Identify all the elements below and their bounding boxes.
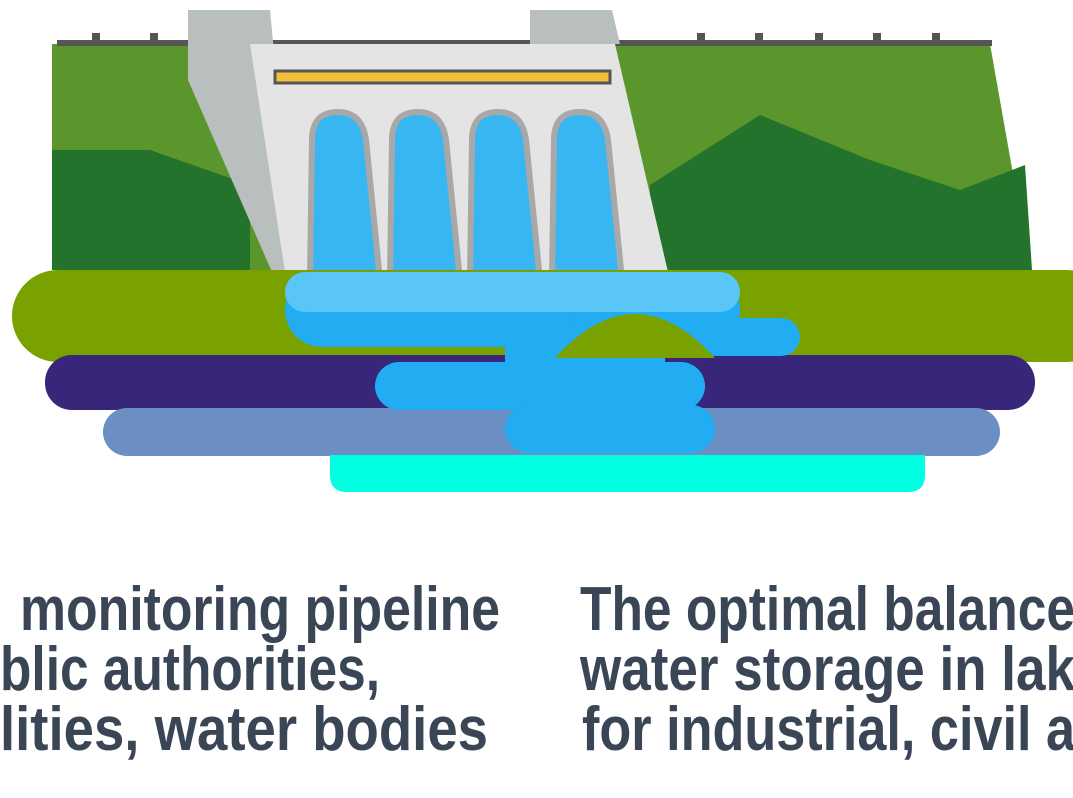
text-line: monitoring pipeline xyxy=(20,575,500,644)
right-hill xyxy=(650,115,1032,270)
right-text: The optimal balance water storage in lak… xyxy=(579,575,1073,764)
crest-line xyxy=(57,40,992,46)
dam-illustration xyxy=(12,10,1073,492)
dam-gate xyxy=(273,69,612,85)
text-line: for industrial, civil a xyxy=(582,695,1073,764)
text-line: blic authorities, xyxy=(0,635,380,704)
crest-posts xyxy=(92,33,940,41)
water-pool xyxy=(285,272,800,453)
cyan-band xyxy=(330,455,925,492)
text-line: water storage in lak xyxy=(579,635,1073,704)
spillways xyxy=(306,108,626,283)
text-line: The optimal balance xyxy=(580,575,1073,644)
text-line: lities, water bodies xyxy=(0,695,488,764)
left-text: monitoring pipeline blic authorities, li… xyxy=(0,575,500,764)
dam-tower xyxy=(530,10,620,44)
left-hill xyxy=(52,150,250,270)
